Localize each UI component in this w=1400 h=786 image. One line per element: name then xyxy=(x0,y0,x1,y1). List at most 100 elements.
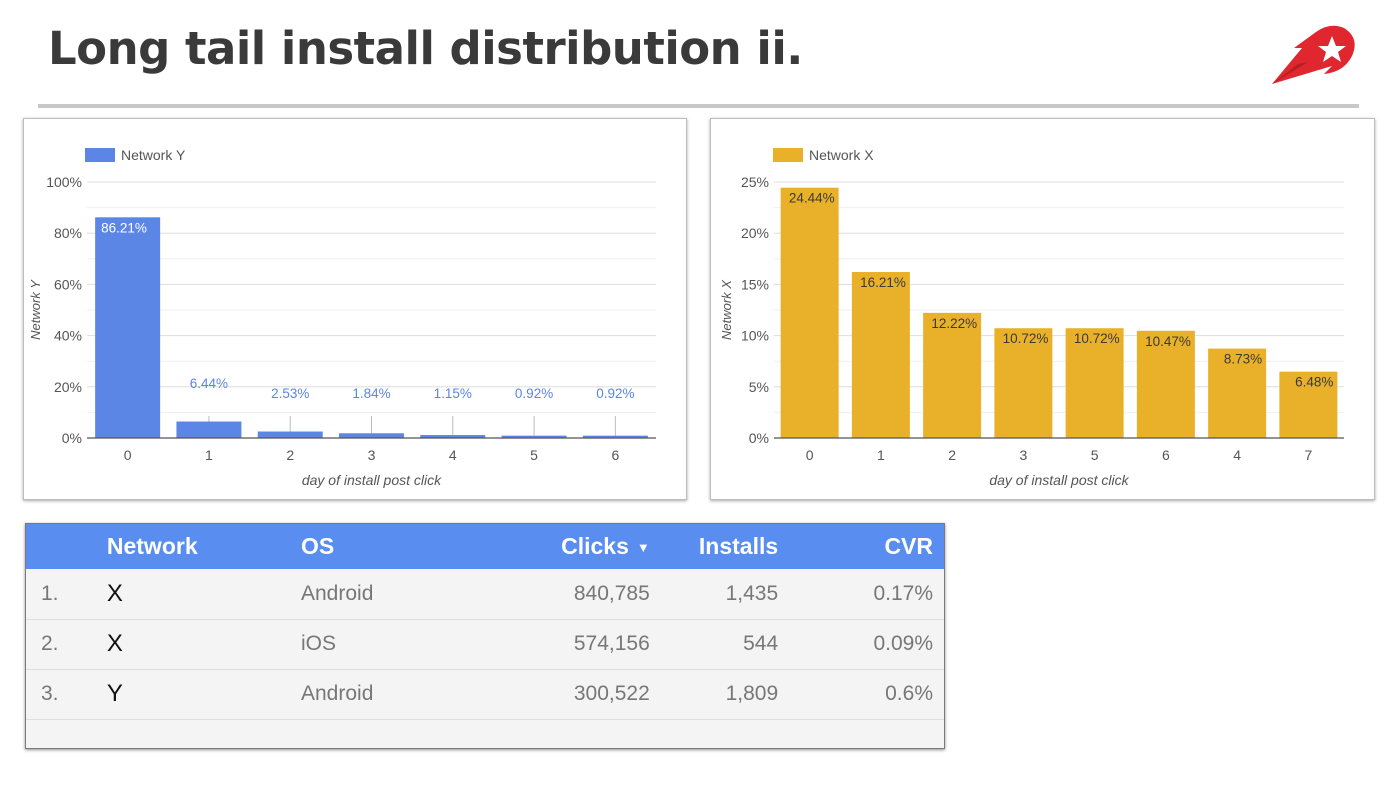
y-axis-title: Network X xyxy=(719,279,734,340)
installs-cell: 1,435 xyxy=(725,581,779,605)
page-title: Long tail install distribution ii. xyxy=(48,22,803,75)
x-tick-label: 6 xyxy=(611,447,619,463)
network-stats-table: Network OS Clicks ▼ Installs CVR 1. X And… xyxy=(25,523,945,749)
data-label: 0.92% xyxy=(596,386,634,401)
data-label: 2.53% xyxy=(271,386,309,401)
y-tick-label: 20% xyxy=(54,379,82,395)
network-cell: X xyxy=(106,630,123,657)
y-tick-label: 20% xyxy=(741,225,769,241)
network-cell: Y xyxy=(106,680,123,707)
x-tick-label: 0 xyxy=(124,447,132,463)
data-label: 24.44% xyxy=(789,191,835,206)
clicks-cell: 840,785 xyxy=(573,581,650,605)
shooting-star-logo-icon xyxy=(1272,25,1355,84)
network-y-chart: Network Y 0% 20% 40% 60% 80% 100% Network Y 86.2… xyxy=(28,147,656,488)
cvr-cell: 0.17% xyxy=(873,581,933,605)
x-tick-label: 1 xyxy=(877,447,885,463)
network-x-chart-panel: Network X 0% 5% 10% 15% 20% 25% Network X 24.44%… xyxy=(710,118,1375,500)
x-tick-label: 3 xyxy=(368,447,376,463)
table-row: 2. X iOS 574,156 544 0.09% xyxy=(26,619,944,669)
data-label: 86.21% xyxy=(101,220,147,235)
x-tick-label: 5 xyxy=(1091,447,1099,463)
x-tick-label: 0 xyxy=(806,447,814,463)
bar xyxy=(1279,371,1338,438)
x-axis-title: day of install post click xyxy=(302,472,442,488)
y-tick-label: 80% xyxy=(54,225,82,241)
network-column-header[interactable]: Network xyxy=(106,533,198,559)
network-y-chart-panel: Network Y 0% 20% 40% 60% 80% 100% Network Y 86.2… xyxy=(23,118,687,500)
y-tick-label: 10% xyxy=(741,328,769,344)
data-label: 0.92% xyxy=(515,386,553,401)
title-divider xyxy=(38,104,1359,108)
y-tick-label: 0% xyxy=(749,430,769,446)
data-label: 6.44% xyxy=(190,376,228,391)
bar xyxy=(923,312,982,438)
cvr-cell: 0.6% xyxy=(885,682,933,705)
sort-descending-icon[interactable]: ▼ xyxy=(636,540,650,556)
data-label: 16.21% xyxy=(860,275,906,290)
y-tick-label: 60% xyxy=(54,276,82,292)
installs-cell: 1,809 xyxy=(725,682,779,705)
y-axis-title: Network Y xyxy=(28,279,43,340)
x-axis-title: day of install post click xyxy=(989,472,1129,488)
clicks-cell: 574,156 xyxy=(573,632,650,655)
cvr-cell: 0.09% xyxy=(873,632,933,655)
table-row: 3. Y Android 300,522 1,809 0.6% xyxy=(26,669,944,719)
x-tick-label: 5 xyxy=(530,447,538,463)
bar xyxy=(1136,330,1195,438)
bar xyxy=(501,435,567,438)
row-number: 2. xyxy=(41,632,59,655)
row-number: 3. xyxy=(41,682,59,705)
bar xyxy=(420,435,486,438)
bar xyxy=(994,328,1053,438)
bar xyxy=(851,272,910,438)
y-tick-label: 15% xyxy=(741,276,769,292)
legend-label: Network X xyxy=(809,147,874,163)
data-label: 1.15% xyxy=(434,386,472,401)
row-number-header xyxy=(26,524,107,569)
data-label: 6.48% xyxy=(1295,375,1333,390)
table-row: 1. X Android 840,785 1,435 0.17% xyxy=(26,569,944,619)
x-tick-label: 4 xyxy=(1233,447,1241,463)
network-x-chart: Network X 0% 5% 10% 15% 20% 25% Network X 24.44%… xyxy=(719,147,1344,488)
y-tick-label: 25% xyxy=(741,174,769,190)
x-tick-label: 4 xyxy=(449,447,457,463)
data-label: 1.84% xyxy=(352,386,390,401)
bar xyxy=(1065,328,1124,438)
legend-swatch xyxy=(85,148,115,162)
os-cell: Android xyxy=(300,682,374,705)
data-label: 10.72% xyxy=(1003,331,1049,346)
clicks-header-label: Clicks xyxy=(561,533,629,559)
bar xyxy=(339,433,404,438)
x-tick-label: 7 xyxy=(1304,447,1312,463)
y-tick-label: 100% xyxy=(46,174,82,190)
y-tick-label: 40% xyxy=(54,328,82,344)
clicks-cell: 300,522 xyxy=(573,682,650,705)
row-number: 1. xyxy=(41,581,59,605)
installs-cell: 544 xyxy=(743,632,779,655)
bar xyxy=(582,435,648,438)
data-label: 8.73% xyxy=(1224,352,1262,367)
data-label: 12.22% xyxy=(931,316,977,331)
os-cell: Android xyxy=(300,581,374,605)
os-column-header[interactable]: OS xyxy=(300,533,335,559)
clicks-column-header[interactable]: Clicks ▼ xyxy=(503,524,650,569)
y-tick-label: 0% xyxy=(62,430,82,446)
x-tick-label: 2 xyxy=(286,447,294,463)
cvr-column-header[interactable]: CVR xyxy=(884,533,933,559)
bar xyxy=(95,217,161,438)
x-tick-label: 6 xyxy=(1162,447,1170,463)
installs-column-header[interactable]: Installs xyxy=(698,533,779,559)
bar xyxy=(257,431,323,438)
x-tick-label: 3 xyxy=(1019,447,1027,463)
x-tick-label: 2 xyxy=(948,447,956,463)
bar xyxy=(176,421,242,438)
os-cell: iOS xyxy=(300,632,336,655)
bar xyxy=(1208,348,1267,438)
network-cell: X xyxy=(106,579,123,607)
bar xyxy=(780,187,839,438)
legend-label: Network Y xyxy=(121,147,186,163)
x-tick-label: 1 xyxy=(205,447,213,463)
y-tick-label: 5% xyxy=(749,379,769,395)
data-label: 10.47% xyxy=(1145,334,1191,349)
